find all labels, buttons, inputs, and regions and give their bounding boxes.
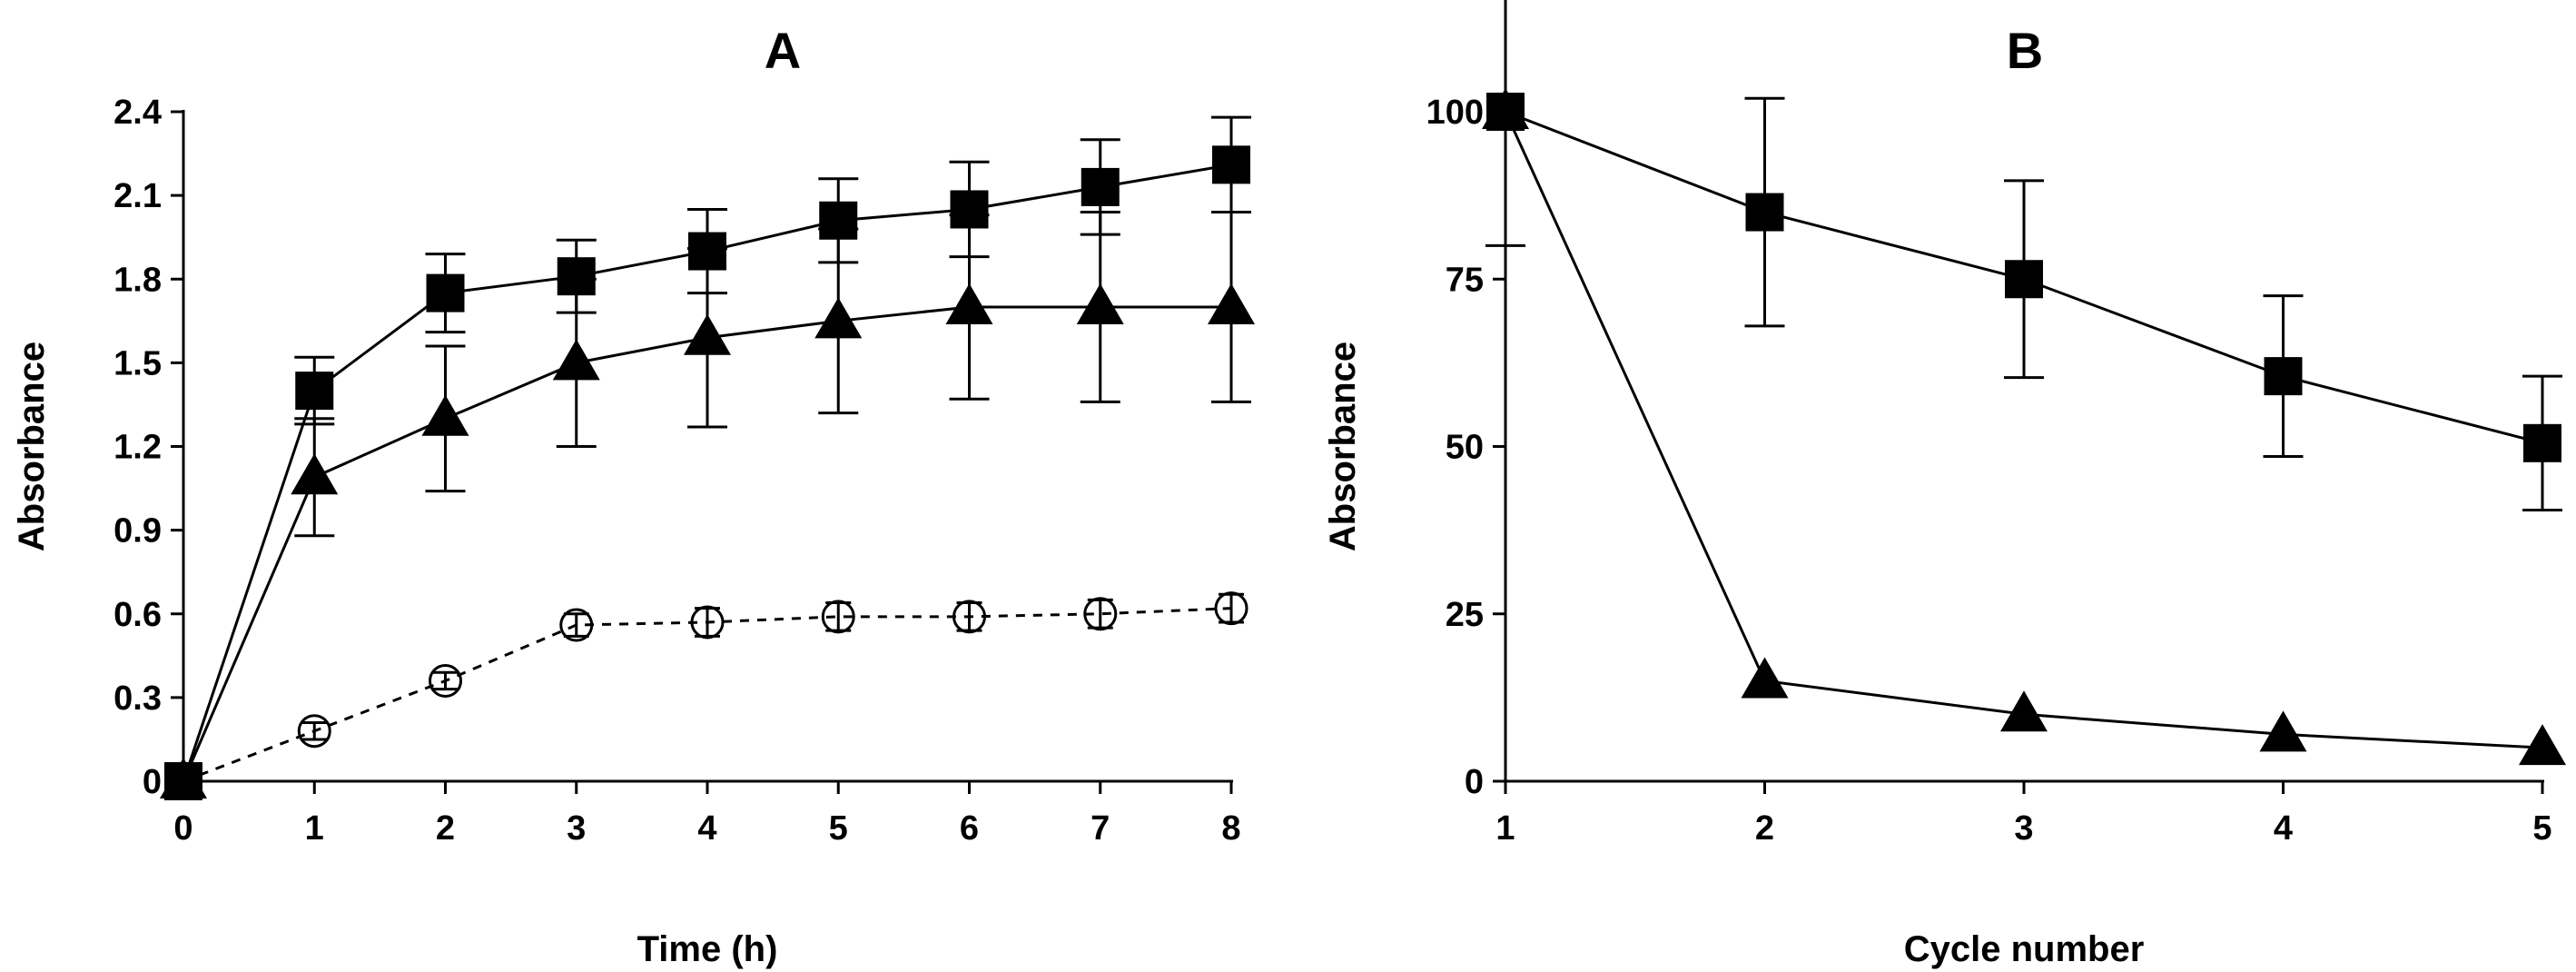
x-tick-label: 4 xyxy=(697,809,716,848)
x-tick-label: 7 xyxy=(1091,809,1110,848)
error-bar xyxy=(563,612,589,638)
data-point-square xyxy=(295,372,334,411)
y-tick-label: 100 xyxy=(1426,94,1484,132)
data-point-triangle xyxy=(2000,690,2048,732)
y-tick-label: 0.6 xyxy=(114,596,162,634)
x-tick-label: 1 xyxy=(1495,809,1515,848)
x-axis-title: Time (h) xyxy=(637,929,778,969)
x-tick-label: 3 xyxy=(567,809,586,848)
data-point-triangle xyxy=(2259,710,2307,752)
x-tick-label: 3 xyxy=(2014,809,2033,848)
y-tick-label: 50 xyxy=(1446,429,1484,467)
data-point-circle xyxy=(297,714,331,749)
chart-panel-a: 0 0.3 0.6 0.9 1.2 1.5 1.8 2.1 2.4 0 1 2 3 4 5 6 7 8 A Time … xyxy=(12,22,1255,969)
data-point-triangle xyxy=(1741,657,1789,699)
data-point-circle xyxy=(429,663,462,698)
error-bar xyxy=(1219,592,1244,624)
y-tick-label: 0 xyxy=(143,763,162,801)
chart-panel-b: 0 25 50 75 100 1 2 3 4 5 B Cycle number Absorbance xyxy=(1323,0,2566,969)
data-point-triangle xyxy=(945,283,993,324)
data-point-triangle xyxy=(684,313,731,355)
data-point-square xyxy=(1745,193,1784,232)
error-bar xyxy=(956,600,982,632)
y-tick-label: 1.2 xyxy=(114,429,162,467)
data-point-square xyxy=(1212,145,1250,184)
series-open-circles xyxy=(166,591,1249,798)
data-point-square xyxy=(2005,260,2043,299)
y-tick-label: 2.1 xyxy=(114,177,162,215)
data-point-circle xyxy=(1214,591,1249,626)
panel-title: A xyxy=(765,22,801,79)
data-point-triangle xyxy=(552,339,600,381)
x-tick-label: 1 xyxy=(305,809,324,848)
data-point-triangle xyxy=(291,453,339,495)
data-point-triangle xyxy=(814,297,863,339)
y-tick-label: 0.3 xyxy=(114,679,162,718)
x-tick-label: 8 xyxy=(1221,809,1240,848)
data-point-circle xyxy=(690,605,725,640)
error-bar xyxy=(695,607,720,638)
data-point-triangle xyxy=(1482,88,1529,129)
x-tick-label: 2 xyxy=(436,809,455,848)
y-tick-label: 25 xyxy=(1446,596,1484,634)
series-filled-squares xyxy=(1485,0,2562,512)
y-tick-label: 0.9 xyxy=(114,512,162,550)
x-tick-label: 5 xyxy=(2532,809,2551,848)
series-filled-triangles xyxy=(160,211,1255,798)
data-point-square xyxy=(426,273,465,312)
y-axis-title: Absorbance xyxy=(12,342,52,551)
data-point-triangle xyxy=(160,758,207,798)
y-tick-label: 75 xyxy=(1446,261,1484,299)
data-point-circle xyxy=(952,600,986,634)
x-tick-label: 5 xyxy=(829,809,848,848)
data-point-triangle xyxy=(421,394,469,436)
error-bar xyxy=(301,721,328,741)
y-tick-label: 0 xyxy=(1465,763,1484,801)
series-filled-squares xyxy=(164,115,1251,800)
y-tick-label: 1.8 xyxy=(114,261,162,299)
x-tick-label: 4 xyxy=(2274,809,2293,848)
data-point-circle xyxy=(821,600,855,634)
x-tick-label: 6 xyxy=(960,809,979,848)
x-axis-title: Cycle number xyxy=(1904,929,2145,969)
data-point-square xyxy=(1081,167,1120,206)
data-point-triangle xyxy=(1076,283,1124,324)
y-tick-label: 2.4 xyxy=(114,94,162,132)
panel-title: B xyxy=(2007,22,2043,79)
data-point-triangle xyxy=(2519,724,2566,766)
x-tick-label: 0 xyxy=(173,809,192,848)
error-bar xyxy=(432,670,459,691)
series-filled-triangles xyxy=(1482,88,2566,766)
y-axis-title: Absorbance xyxy=(1323,342,1363,551)
data-point-circle xyxy=(559,608,594,642)
x-tick-label: 2 xyxy=(1755,809,1774,848)
data-point-square xyxy=(2264,357,2303,396)
data-point-square xyxy=(2523,423,2561,462)
data-point-circle xyxy=(1083,597,1118,631)
y-tick-label: 1.5 xyxy=(114,344,162,382)
data-point-triangle xyxy=(1208,283,1255,324)
